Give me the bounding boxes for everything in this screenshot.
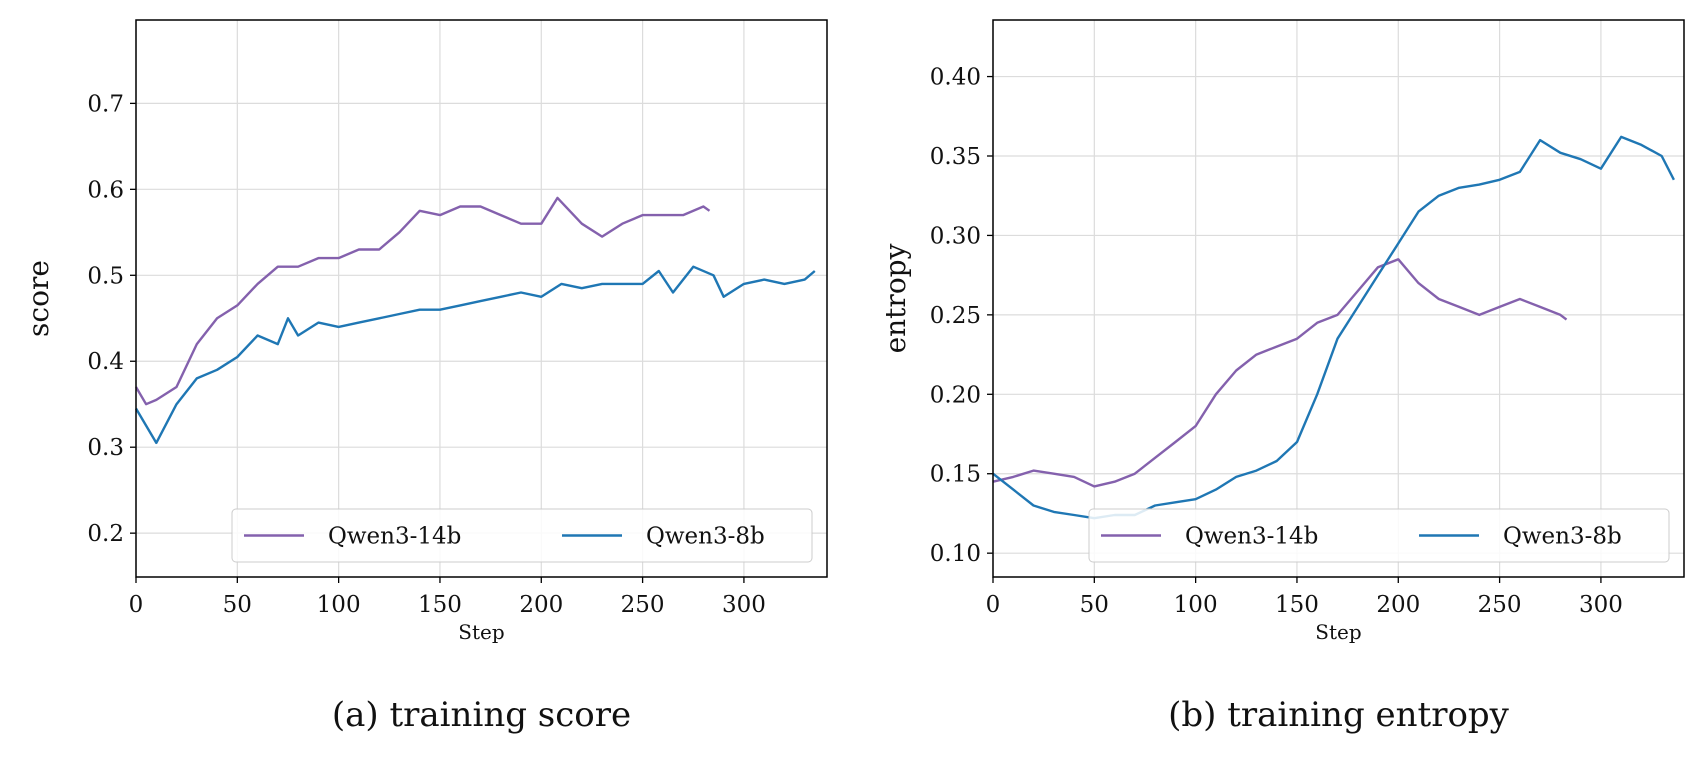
- x-axis-label: Step: [1315, 620, 1361, 644]
- plot: 0.10 0.15 0.20 0.25 0.30 0.35 0.40 0 50 100 150 200…: [879, 19, 1685, 735]
- caption: (b) training entropy: [1168, 695, 1510, 735]
- legend-label: Qwen3-14b: [1185, 524, 1318, 550]
- y-tick-label: 0.5: [87, 263, 124, 289]
- y-tick-label: 0.2: [87, 521, 124, 547]
- y-tick-label: 0.3: [87, 435, 124, 461]
- y-axis-label: score: [22, 260, 55, 337]
- y-tick-label: 0.10: [930, 541, 981, 567]
- series-line: [992, 135, 1675, 520]
- legend-label: Qwen3-14b: [328, 524, 461, 550]
- x-tick-label: 250: [1478, 592, 1522, 618]
- x-tick-label: 300: [722, 592, 766, 618]
- caption: (a) training score: [332, 695, 631, 735]
- series-line: [134, 196, 711, 406]
- y-tick-label: 0.30: [930, 223, 981, 249]
- legend: Qwen3-14b Qwen3-8b: [1088, 508, 1670, 563]
- series-line: [992, 258, 1568, 488]
- legend-label: Qwen3-8b: [1503, 524, 1622, 550]
- y-tick-label: 0.20: [930, 382, 981, 408]
- y-axis-label: entropy: [879, 243, 912, 353]
- series-line: [134, 265, 816, 445]
- x-tick-label: 150: [418, 592, 462, 618]
- y-tick-label: 0.15: [930, 462, 981, 488]
- x-tick-label: 100: [1174, 592, 1218, 618]
- plot-frame: [992, 19, 1685, 578]
- x-tick-label: 200: [1376, 592, 1420, 618]
- legend: Qwen3-14b Qwen3-8b: [231, 508, 813, 563]
- plot: 0.2 0.3 0.4 0.5 0.6 0.7 0 50 100 150 200 250 300 Step…: [22, 19, 828, 735]
- y-tick-label: 0.25: [930, 303, 981, 329]
- y-tick-label: 0.6: [87, 177, 124, 203]
- x-tick-label: 300: [1579, 592, 1623, 618]
- legend-box: [231, 508, 813, 563]
- y-tick-label: 0.7: [87, 91, 124, 117]
- x-tick-label: 50: [1080, 592, 1109, 618]
- x-tick-label: 150: [1275, 592, 1319, 618]
- y-tick-label: 0.4: [87, 349, 124, 375]
- x-tick-label: 0: [986, 592, 1001, 618]
- y-tick-label: 0.35: [930, 144, 981, 170]
- x-tick-label: 100: [317, 592, 361, 618]
- x-tick-label: 200: [519, 592, 563, 618]
- x-tick-label: 250: [621, 592, 665, 618]
- x-tick-label: 0: [129, 592, 144, 618]
- x-axis-label: Step: [458, 620, 504, 644]
- legend-box: [1088, 508, 1670, 563]
- legend-label: Qwen3-8b: [646, 524, 765, 550]
- y-tick-label: 0.40: [930, 65, 981, 91]
- x-tick-label: 50: [223, 592, 252, 618]
- plot-frame: [135, 19, 828, 578]
